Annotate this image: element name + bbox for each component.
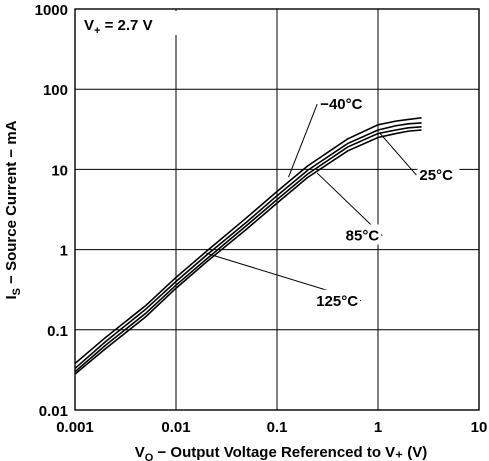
series-label-background — [417, 164, 460, 185]
y-tick-label: 10 — [51, 162, 68, 179]
series-line — [74, 129, 422, 375]
x-tick-label: 0.01 — [161, 419, 190, 436]
series-line — [74, 117, 422, 365]
series-label-leader — [379, 133, 417, 176]
series-label: −40°C — [320, 96, 362, 113]
x-tick-label: 1 — [374, 419, 382, 436]
series-labels: −40°C 25°C 85°C 125°C — [206, 93, 460, 310]
series-label: 125°C — [316, 293, 358, 310]
y-axis-title: IS − Source Current − mA — [3, 120, 23, 299]
series-label: 25°C — [419, 167, 453, 184]
x-axis-title: VO − Output Voltage Referenced to V₊ (V) — [135, 444, 428, 461]
annotation-background — [78, 11, 178, 35]
y-tick-label: 1 — [60, 243, 68, 260]
plot-frame — [74, 8, 480, 411]
x-tick-label: 10 — [471, 419, 488, 436]
y-tick-label: 0.1 — [47, 323, 68, 340]
series-line — [74, 122, 422, 370]
series-line — [74, 125, 422, 373]
series-label-background — [339, 224, 382, 245]
x-tick-label: 0.001 — [56, 419, 94, 436]
y-tick-label: 1000 — [35, 2, 68, 19]
y-tick-label: 100 — [43, 82, 68, 99]
y-tick-label: 0.01 — [39, 403, 68, 420]
series-label-leader — [288, 104, 318, 178]
y-tick-labels: 0.01 0.1 1 10 100 1000 — [35, 2, 68, 420]
series-label-background — [308, 289, 361, 310]
grid — [74, 8, 480, 411]
series-label-background — [318, 93, 370, 114]
x-tick-labels: 0.001 0.01 0.1 1 10 — [56, 419, 487, 436]
x-tick-label: 0.1 — [267, 419, 288, 436]
supply-voltage-annotation: V+ = 2.7 V — [84, 17, 153, 37]
series-layer — [74, 117, 422, 375]
series-label: 85°C — [346, 227, 380, 244]
